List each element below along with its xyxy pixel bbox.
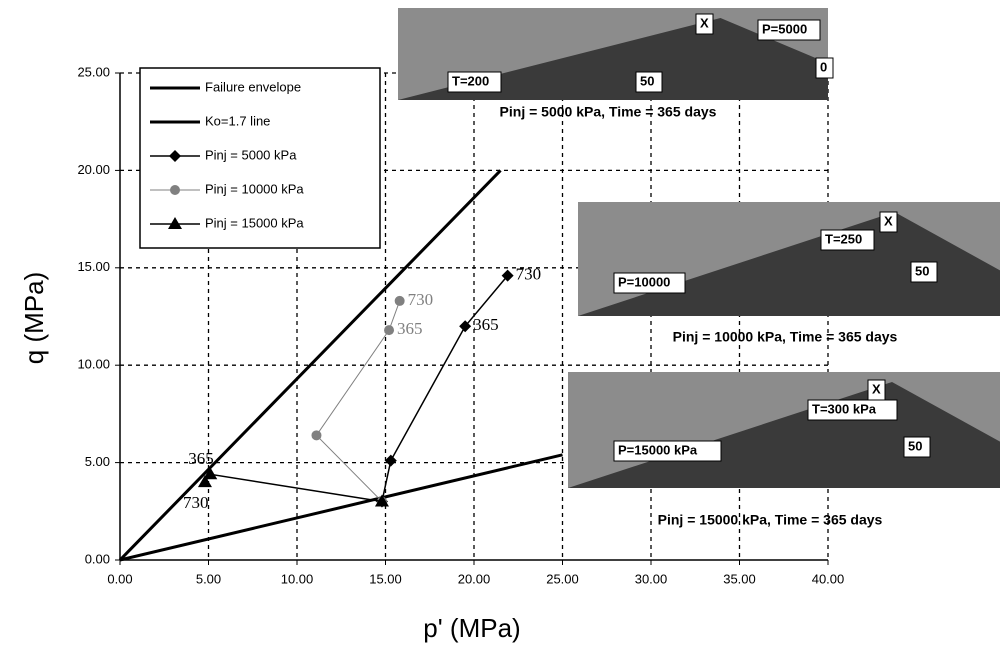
x-tick-label: 25.00 (546, 571, 579, 586)
inset-label-bg (910, 261, 938, 283)
inset-label: X (700, 15, 709, 30)
data-label: 730 (408, 290, 434, 309)
x-tick-label: 20.00 (458, 571, 491, 586)
inset-label: 50 (908, 438, 922, 453)
legend-box (139, 67, 381, 249)
data-label: 365 (188, 449, 214, 468)
y-tick-label: 15.00 (77, 259, 110, 274)
marker (168, 217, 182, 229)
data-label: 365 (397, 319, 423, 338)
series-line (119, 453, 563, 562)
inset-label: P=10000 (618, 274, 670, 289)
x-tick-label: 30.00 (635, 571, 668, 586)
y-tick-label: 20.00 (77, 162, 110, 177)
y-tick-label: 25.00 (77, 64, 110, 79)
inset-label: T=300 kPa (812, 401, 877, 416)
x-tick-label: 10.00 (281, 571, 314, 586)
series-line (118, 169, 502, 562)
marker (311, 430, 322, 441)
inset-label: T=200 (452, 73, 489, 88)
series-line (381, 275, 509, 502)
legend-label: Pinj = 10000 kPa (205, 181, 304, 196)
inset-label: P=5000 (762, 21, 807, 36)
legend-label: Failure envelope (205, 79, 301, 94)
inset-label-bg (613, 272, 686, 294)
y-axis-label: q (MPa) (19, 272, 49, 364)
data-label: 730 (183, 493, 209, 512)
data-label: 730 (516, 264, 542, 283)
x-tick-label: 15.00 (369, 571, 402, 586)
inset-label: P=15000 kPa (618, 442, 698, 457)
inset-label-bg (820, 229, 875, 251)
inset-label-bg (613, 440, 722, 462)
legend-label: Ko=1.7 line (205, 113, 270, 128)
x-tick-label: 40.00 (812, 571, 845, 586)
inset-label-bg (635, 71, 663, 93)
inset-label-bg (447, 71, 502, 93)
inset-shade (398, 18, 828, 100)
inset-label: T=250 (825, 231, 862, 246)
inset-label-bg (807, 399, 898, 421)
inset-label-bg (757, 19, 821, 41)
inset-label: 50 (915, 263, 929, 278)
x-axis-label: p' (MPa) (423, 613, 520, 643)
series-line (204, 473, 383, 503)
y-tick-label: 5.00 (85, 454, 110, 469)
legend-label: Pinj = 15000 kPa (205, 215, 304, 230)
inset-caption: Pinj = 15000 kPa, Time = 365 days (658, 512, 883, 528)
marker (374, 494, 389, 507)
marker (384, 325, 395, 336)
marker (170, 185, 180, 195)
y-tick-label: 10.00 (77, 357, 110, 372)
x-tick-label: 5.00 (196, 571, 221, 586)
marker (459, 320, 472, 333)
marker (394, 295, 405, 306)
inset-label-bg (879, 211, 898, 233)
inset-label: X (872, 381, 881, 396)
marker (203, 467, 218, 480)
marker (197, 475, 212, 488)
inset-label: X (884, 213, 893, 228)
inset-caption: Pinj = 5000 kPa, Time = 365 days (500, 104, 717, 120)
data-label: 365 (473, 315, 499, 334)
y-tick-label: 0.00 (85, 551, 110, 566)
x-tick-label: 0.00 (107, 571, 132, 586)
series-line (315, 300, 401, 502)
x-tick-label: 35.00 (723, 571, 756, 586)
marker (169, 150, 181, 162)
inset-label-bg (867, 379, 886, 401)
inset-label: 50 (640, 73, 654, 88)
inset-label-bg (903, 436, 931, 458)
marker (501, 269, 514, 282)
inset-caption: Pinj = 10000 kPa, Time = 365 days (673, 329, 898, 345)
inset-label: 0 (820, 59, 827, 74)
inset-label-bg (695, 13, 714, 35)
legend-label: Pinj = 5000 kPa (205, 147, 297, 162)
marker (384, 454, 397, 467)
inset-label-bg (815, 57, 834, 79)
